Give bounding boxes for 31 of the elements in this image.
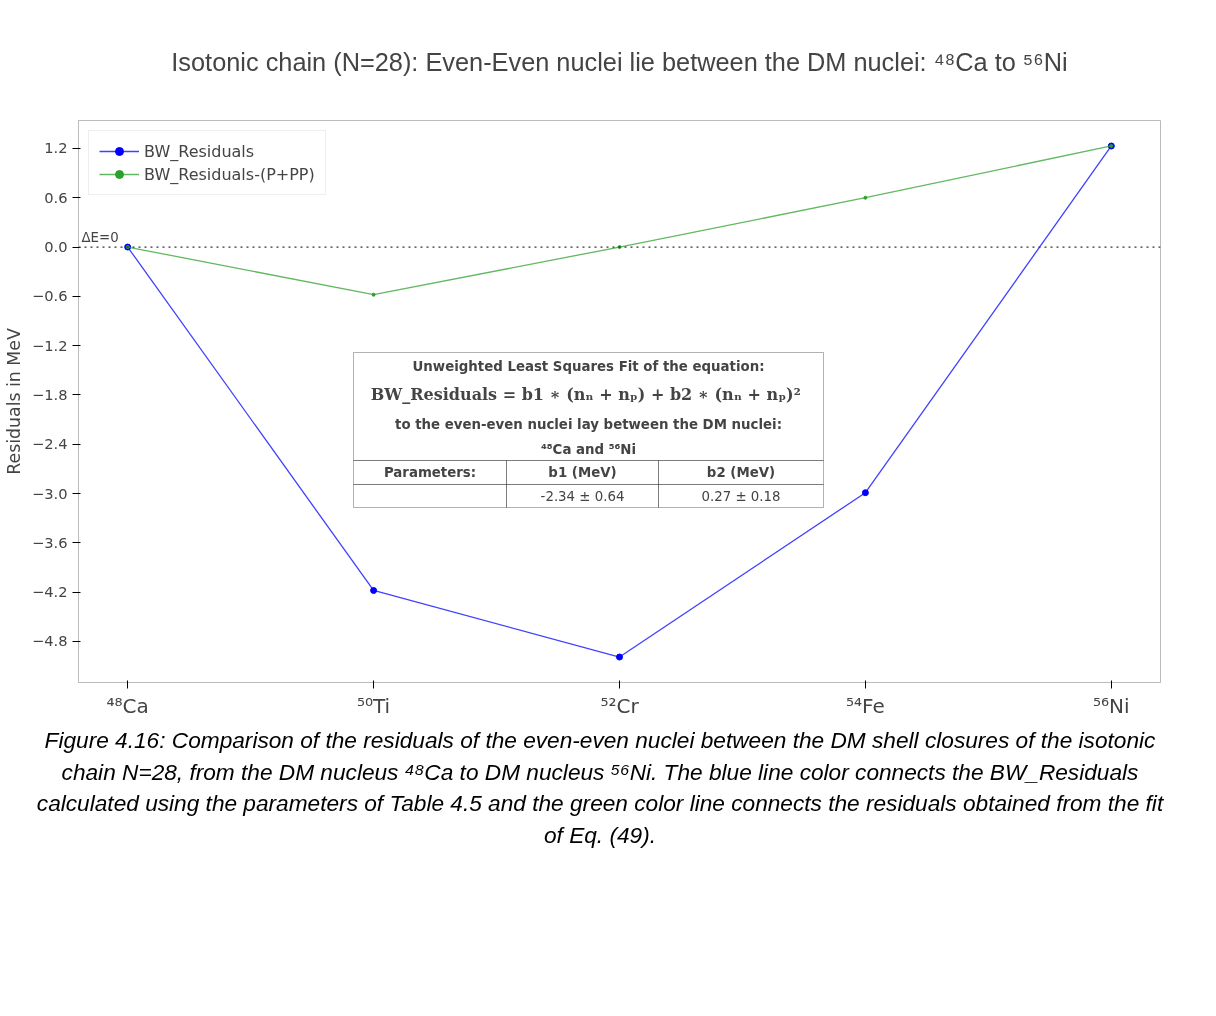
x-tick-label: ⁵²Cr — [600, 693, 640, 718]
y-tick-label: 0.6 — [44, 188, 68, 206]
annotation: Parameters: — [383, 465, 477, 480]
annotation: b2 (MeV) — [706, 465, 776, 480]
x-tick-label: ⁵⁶Ni — [1093, 693, 1130, 718]
y-tick-label: −1.8 — [31, 385, 68, 403]
y-tick-label: −3.6 — [31, 533, 68, 551]
x-tick-label: ⁵⁴Fe — [846, 693, 885, 718]
ref-line-label: ΔE=0 — [81, 230, 119, 246]
y-tick-label: −4.8 — [31, 632, 68, 650]
x-tick-label: ⁵⁰Ti — [356, 693, 391, 718]
y-tick-label: −0.6 — [31, 287, 68, 305]
annotation: 0.27 ± 0.18 — [701, 489, 781, 504]
y-axis-title: Residuals in MeV — [3, 328, 24, 475]
x-tick-label: ⁴⁸Ca — [106, 693, 149, 718]
y-tick-label: 0.0 — [44, 238, 68, 256]
caption: Figure 4.16: Comparison of the residuals of the even-even nuclei between the DM shell closures of the isotonic chain N=28, from the DM nucleus ⁴⁸Ca to DM nucleus ⁵⁶Ni. The blue line color connects the BW_Residuals calculated using the parameters of Table 4.5 and the green color line connects the residuals obtained from the fit of Eq. (49). — [35, 726, 1165, 851]
y-tick-label: −1.2 — [31, 336, 68, 354]
annotation: ⁴⁸Ca and ⁵⁶Ni — [540, 442, 637, 457]
legend-label: BW_Residuals-(P+PP) — [144, 164, 315, 184]
y-tick-label: −4.2 — [31, 583, 68, 601]
annotation: -2.34 ± 0.64 — [540, 489, 625, 504]
chart-title: Isotonic chain (N=28): Even-Even nuclei lie between the DM nuclei: ⁴⁸Ca to ⁵⁶Ni — [171, 47, 1068, 76]
y-tick-label: 1.2 — [44, 139, 68, 157]
annotation: Unweighted Least Squares Fit of the equation: — [412, 359, 765, 374]
annotation: BW_Residuals = b1 ∗ (nₙ + nₚ) + b2 ∗ (nₙ + nₚ)² — [370, 385, 801, 404]
y-tick-label: −2.4 — [31, 435, 68, 453]
y-tick-label: −3.0 — [31, 484, 68, 502]
annotation: b1 (MeV) — [548, 465, 617, 480]
legend-label: BW_Residuals — [144, 141, 255, 161]
annotation: to the even-even nuclei lay between the DM nuclei: — [395, 417, 782, 432]
